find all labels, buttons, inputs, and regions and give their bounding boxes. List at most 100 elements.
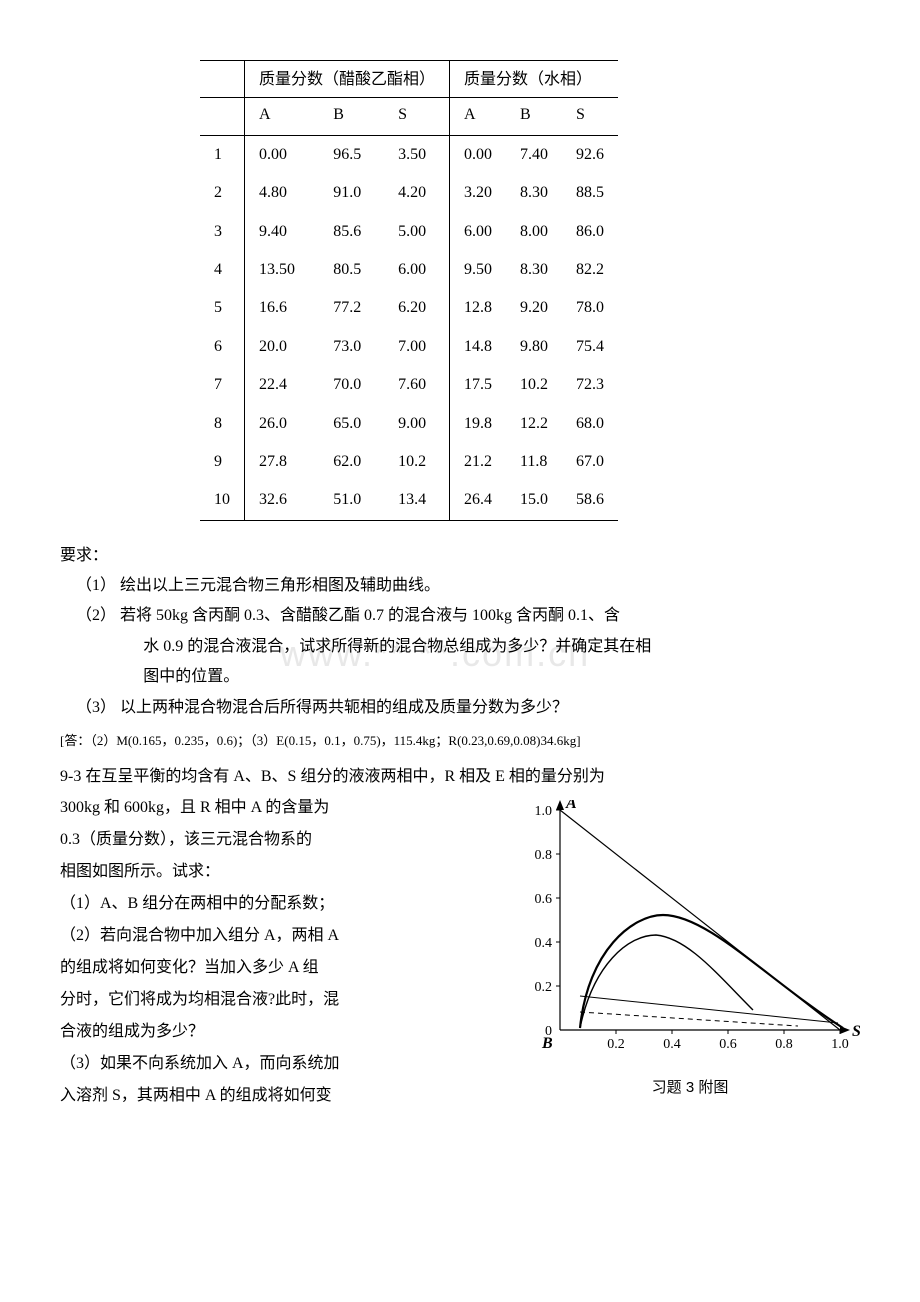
- table-row: 722.470.07.6017.510.272.3: [200, 366, 618, 404]
- p93-intro: 9-3 在互呈平衡的均含有 A、B、S 组分的液液两相中，R 相及 E 相的量分…: [60, 762, 860, 792]
- table-cell: 5.00: [384, 213, 449, 251]
- table-cell: 8.30: [506, 174, 562, 212]
- table-cell: 16.6: [245, 289, 320, 327]
- table-cell: 19.8: [450, 405, 507, 443]
- table-cell: 92.6: [562, 135, 618, 174]
- table-cell: 86.0: [562, 213, 618, 251]
- table-cell: 6.00: [384, 251, 449, 289]
- table-cell: 4.20: [384, 174, 449, 212]
- table-cell: 15.0: [506, 481, 562, 520]
- req-1: （1） 绘出以上三元混合物三角形相图及辅助曲线。: [76, 571, 860, 601]
- table-cell: 9.20: [506, 289, 562, 327]
- col-b2: B: [506, 98, 562, 135]
- req-3: （3） 以上两种混合物混合后所得两共轭相的组成及质量分数为多少？: [76, 693, 860, 723]
- table-cell: 9: [200, 443, 245, 481]
- table-cell: 1: [200, 135, 245, 174]
- svg-text:0.4: 0.4: [535, 936, 553, 951]
- table-cell: 5: [200, 289, 245, 327]
- table-cell: 14.8: [450, 328, 507, 366]
- table-cell: 20.0: [245, 328, 320, 366]
- table-corner-cell: [200, 61, 245, 98]
- svg-text:0.8: 0.8: [535, 848, 553, 863]
- svg-text:A: A: [565, 800, 577, 812]
- table-cell: 4: [200, 251, 245, 289]
- table-cell: 8: [200, 405, 245, 443]
- svg-text:0.2: 0.2: [607, 1037, 625, 1052]
- figure-caption: 习题 3 附图: [520, 1074, 860, 1103]
- table-cell: 70.0: [319, 366, 384, 404]
- table-cell: 9.80: [506, 328, 562, 366]
- phase-diagram-svg: 1.00.80.60.40.200.20.40.60.81.0ABS: [520, 800, 860, 1060]
- data-table-wrap: 质量分数（醋酸乙酯相） 质量分数（水相） A B S A B S 10.0096…: [200, 60, 860, 521]
- table-row: 620.073.07.0014.89.8075.4: [200, 328, 618, 366]
- table-cell: 26.4: [450, 481, 507, 520]
- requirements-label: 要求：: [60, 541, 860, 571]
- p93-q1: （1）A、B 组分在两相中的分配系数；: [60, 888, 508, 920]
- table-cell: 6.00: [450, 213, 507, 251]
- group-header-water: 质量分数（水相）: [450, 61, 619, 98]
- table-cell: 32.6: [245, 481, 320, 520]
- table-cell: 10: [200, 481, 245, 520]
- table-row: 927.862.010.221.211.867.0: [200, 443, 618, 481]
- table-cell: 96.5: [319, 135, 384, 174]
- table-cell: 4.80: [245, 174, 320, 212]
- table-cell: 85.6: [319, 213, 384, 251]
- table-row: 39.4085.65.006.008.0086.0: [200, 213, 618, 251]
- table-group-header-row: 质量分数（醋酸乙酯相） 质量分数（水相）: [200, 61, 618, 98]
- table-cell: 82.2: [562, 251, 618, 289]
- req-2-line2: 水 0.9 的混合液混合，试求所得新的混合物总组成为多少？并确定其在相: [143, 632, 860, 662]
- col-b1: B: [319, 98, 384, 135]
- data-table: 质量分数（醋酸乙酯相） 质量分数（水相） A B S A B S 10.0096…: [200, 60, 618, 521]
- table-cell: 7: [200, 366, 245, 404]
- table-cell: 7.60: [384, 366, 449, 404]
- table-cell: 3.20: [450, 174, 507, 212]
- table-cell: 7.00: [384, 328, 449, 366]
- table-cell: 11.8: [506, 443, 562, 481]
- req-2-line1: （2） 若将 50kg 含丙酮 0.3、含醋酸乙酯 0.7 的混合液与 100k…: [76, 601, 860, 631]
- col-a2: A: [450, 98, 507, 135]
- table-cell: 12.8: [450, 289, 507, 327]
- p93-l1: 300kg 和 600kg，且 R 相中 A 的含量为: [60, 792, 508, 824]
- table-cell: 78.0: [562, 289, 618, 327]
- col-s2: S: [562, 98, 618, 135]
- table-cell: 91.0: [319, 174, 384, 212]
- table-cell: 58.6: [562, 481, 618, 520]
- table-cell: 51.0: [319, 481, 384, 520]
- table-cell: 3: [200, 213, 245, 251]
- svg-text:1.0: 1.0: [535, 804, 553, 819]
- col-s1: S: [384, 98, 449, 135]
- answer-line: [答：（2）M(0.165，0.235，0.6)；（3）E(0.15，0.1，0…: [60, 729, 860, 754]
- table-cell: 27.8: [245, 443, 320, 481]
- table-cell: 10.2: [506, 366, 562, 404]
- section-93-text: 300kg 和 600kg，且 R 相中 A 的含量为 0.3（质量分数），该三…: [60, 792, 508, 1112]
- table-cell: 22.4: [245, 366, 320, 404]
- p93-q3b: 入溶剂 S，其两相中 A 的组成将如何变: [60, 1080, 508, 1112]
- svg-text:0.4: 0.4: [663, 1037, 681, 1052]
- p93-q2d: 合液的组成为多少？: [60, 1016, 508, 1048]
- table-cell: 0.00: [450, 135, 507, 174]
- table-cell: 13.4: [384, 481, 449, 520]
- table-row: 24.8091.04.203.208.3088.5: [200, 174, 618, 212]
- table-cell: 3.50: [384, 135, 449, 174]
- req-2-line3: 图中的位置。: [143, 662, 860, 692]
- table-cell: 80.5: [319, 251, 384, 289]
- table-cell: 62.0: [319, 443, 384, 481]
- svg-text:0.8: 0.8: [775, 1037, 793, 1052]
- p93-q3a: （3）如果不向系统加入 A，而向系统加: [60, 1048, 508, 1080]
- table-cell: 21.2: [450, 443, 507, 481]
- table-cell: 6.20: [384, 289, 449, 327]
- table-cell: 17.5: [450, 366, 507, 404]
- group-header-ester: 质量分数（醋酸乙酯相）: [245, 61, 450, 98]
- p93-q2b: 的组成将如何变化？当加入多少 A 组: [60, 952, 508, 984]
- svg-text:B: B: [541, 1035, 553, 1052]
- p93-l3: 相图如图所示。试求：: [60, 856, 508, 888]
- figure-wrap: 1.00.80.60.40.200.20.40.60.81.0ABS 习题 3 …: [520, 800, 860, 1102]
- table-cell: 72.3: [562, 366, 618, 404]
- table-cell: 2: [200, 174, 245, 212]
- table-cell: 68.0: [562, 405, 618, 443]
- table-cell: 8.30: [506, 251, 562, 289]
- table-row: 516.677.26.2012.89.2078.0: [200, 289, 618, 327]
- table-cell: 65.0: [319, 405, 384, 443]
- table-row: 10.0096.53.500.007.4092.6: [200, 135, 618, 174]
- svg-text:0.2: 0.2: [535, 980, 553, 995]
